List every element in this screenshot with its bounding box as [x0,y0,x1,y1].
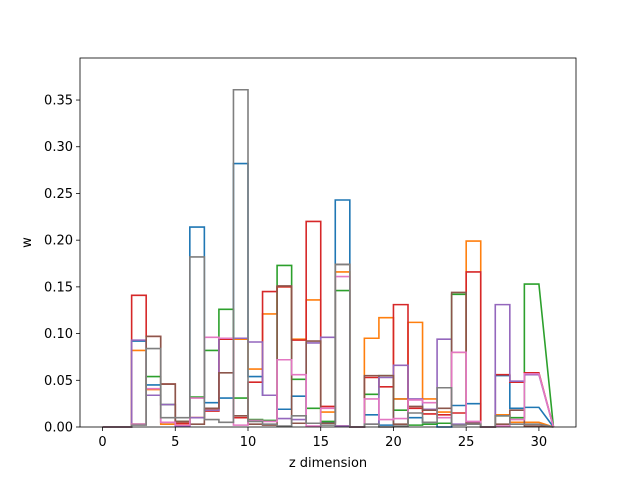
series-layer [102,88,555,428]
y-tick-label: 0.05 [44,374,73,389]
y-tick-label: 0.25 [44,187,73,202]
x-tick-label: 20 [385,435,402,450]
plot-frame [79,57,577,428]
y-tick-label: 0.00 [44,421,73,436]
y-tick-label: 0.15 [44,280,73,295]
histogram-series-7 [102,275,555,428]
x-axis-ticks: 0 5 10 15 20 25 30 [98,427,547,450]
y-tick-label: 0.20 [44,234,73,249]
x-tick-label: 10 [240,435,257,450]
x-tick-label: 5 [171,435,179,450]
x-tick-label: 25 [458,435,475,450]
y-tick-label: 0.30 [44,140,73,155]
histogram-series-8 [102,88,554,428]
x-tick-label: 15 [312,435,329,450]
x-tick-label: 30 [531,435,548,450]
histogram-series-4 [102,220,555,428]
y-tick-label: 0.10 [44,327,73,342]
y-axis-label: w [20,237,35,248]
y-tick-label: 0.35 [44,94,73,109]
x-tick-label: 0 [98,435,106,450]
x-axis-label: z dimension [289,456,367,471]
y-axis-ticks: 0.00 0.05 0.10 0.15 0.20 0.25 0.30 0.35 [44,94,80,436]
